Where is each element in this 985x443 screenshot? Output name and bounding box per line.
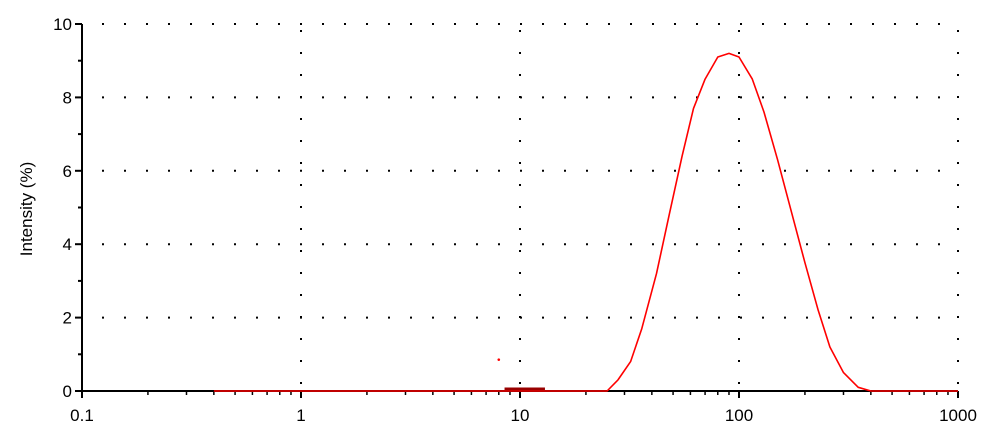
grid	[102, 23, 959, 391]
x-tick-label: 100	[725, 406, 753, 425]
x-tick-label: 1000	[939, 406, 977, 425]
y-tick-label: 4	[63, 235, 72, 254]
ticks: 0 2 4 6 8 10 0.1 1 10 100 1000	[53, 15, 977, 425]
series	[213, 52, 958, 392]
y-tick-label: 8	[63, 88, 72, 107]
y-tick-label: 10	[53, 15, 72, 34]
x-tick-label: 10	[511, 406, 530, 425]
outlier-point	[497, 358, 501, 361]
x-tick-label: 0.1	[70, 406, 94, 425]
x-tick-label: 1	[296, 406, 305, 425]
annotations	[497, 358, 545, 391]
y-tick-label: 6	[63, 162, 72, 181]
y-tick-label: 2	[63, 309, 72, 328]
series-line	[213, 52, 958, 392]
y-tick-label: 0	[63, 382, 72, 401]
y-axis-title: Intensity (%)	[17, 162, 36, 256]
